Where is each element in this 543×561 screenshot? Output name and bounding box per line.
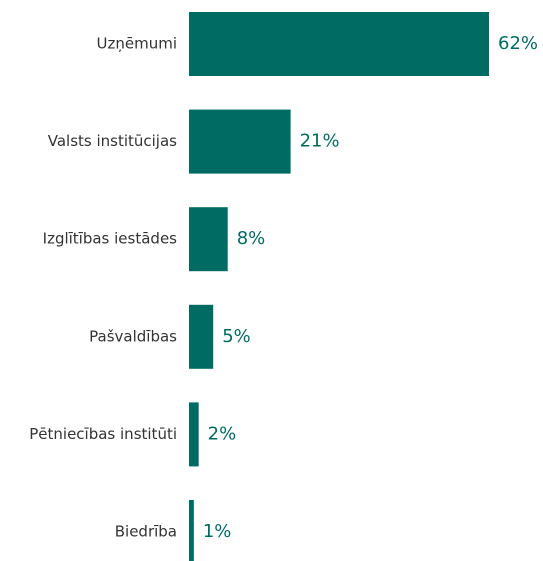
bar	[189, 500, 194, 561]
value-label: 62%	[498, 33, 538, 54]
value-label: 21%	[300, 131, 340, 152]
category-label: Valsts institūcijas	[48, 132, 177, 150]
category-label: Biedrība	[115, 523, 177, 541]
bar	[189, 304, 214, 369]
bar	[189, 207, 228, 272]
bar	[189, 109, 291, 174]
category-label: Izglītības iestādes	[43, 230, 178, 248]
category-label: Pašvaldības	[89, 327, 177, 345]
value-label: 8%	[237, 228, 266, 249]
category-label: Uzņēmumi	[97, 35, 178, 53]
value-label: 2%	[208, 423, 237, 444]
category-label: Pētniecības institūti	[29, 425, 177, 443]
value-label: 1%	[203, 521, 232, 542]
bar	[189, 402, 199, 467]
bar	[189, 12, 489, 76]
value-label: 5%	[222, 326, 251, 347]
